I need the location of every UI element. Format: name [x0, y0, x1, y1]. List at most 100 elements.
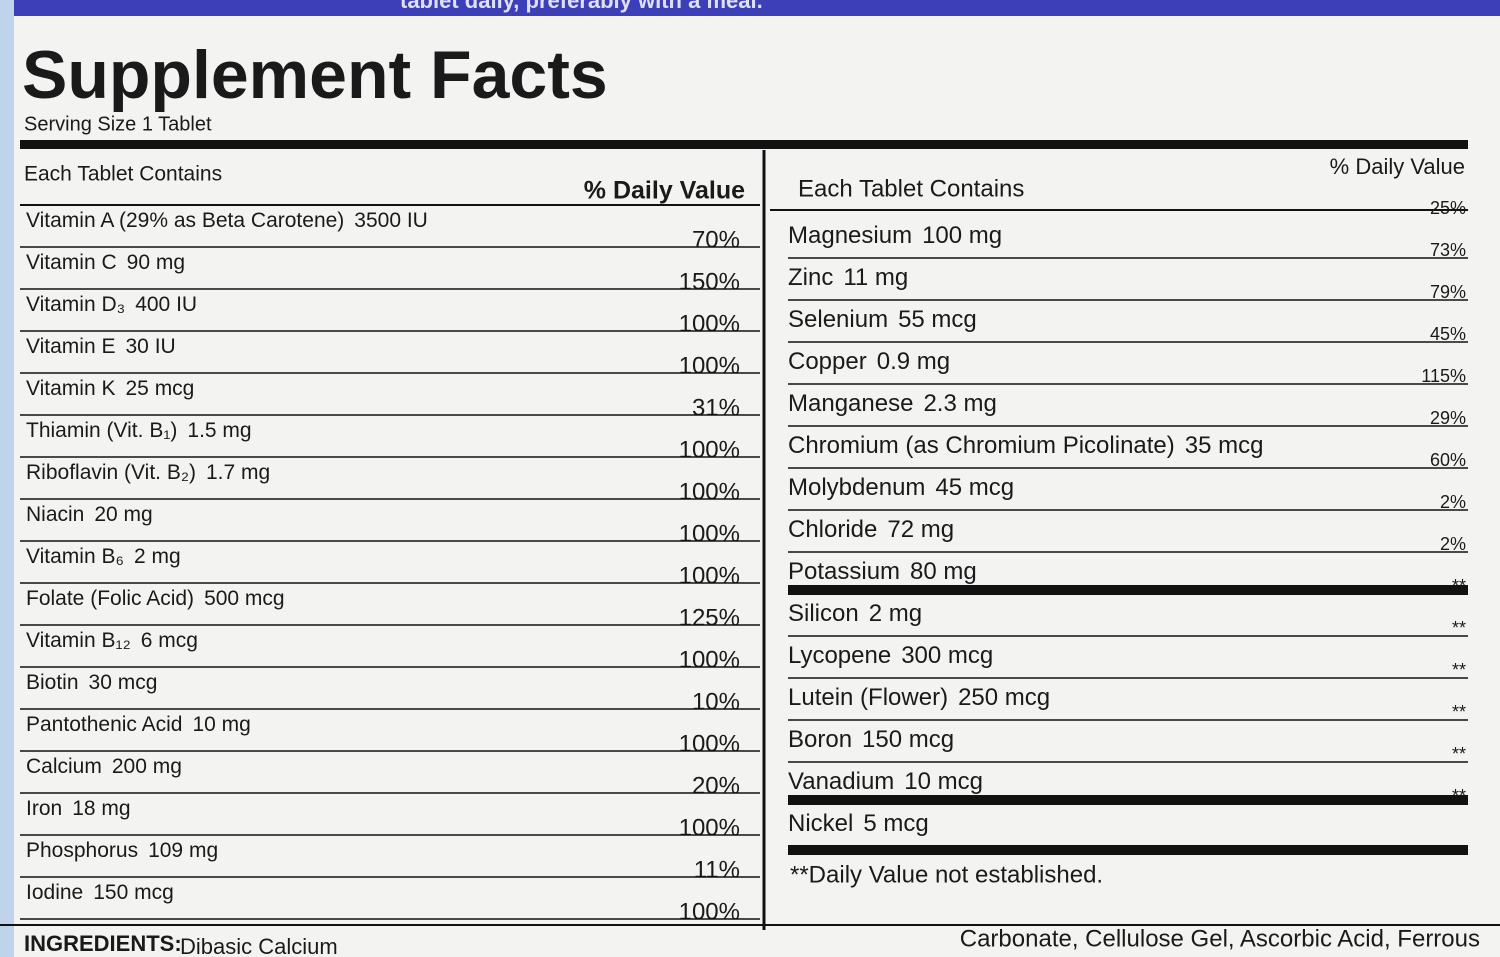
nutrient-name: Chloride [788, 516, 877, 543]
nutrient: Vitamin E 30 IU [26, 335, 176, 358]
thick-rule [788, 845, 1468, 855]
nutrient-name: Lutein (Flower) [788, 684, 948, 711]
nutrient: Lutein (Flower) 250 mcg [788, 684, 1050, 711]
nutrient-amount: 5 mcg [863, 810, 928, 837]
daily-value: 100% [679, 814, 740, 841]
nutrient-name: Copper [788, 348, 867, 375]
daily-value: 100% [679, 562, 740, 589]
nutrient: Chromium (as Chromium Picolinate) 35 mcg [788, 432, 1263, 459]
daily-value: ** [1452, 702, 1466, 722]
nutrient: Selenium 55 mcg [788, 306, 977, 333]
serving-size: Serving Size 1 Tablet [24, 113, 212, 135]
left-column-header: Each Tablet Contains [24, 163, 222, 186]
nutrient-amount: 20 mg [94, 503, 152, 526]
nutrient-name: Iodine [26, 881, 83, 904]
nutrient-name: Magnesium [788, 222, 912, 249]
daily-value: 31% [692, 394, 740, 421]
nutrient-amount: 72 mg [887, 516, 954, 543]
daily-value: 100% [679, 898, 740, 925]
nutrient-amount: 1.5 mg [187, 419, 251, 442]
nutrient-amount: 80 mg [910, 558, 977, 585]
nutrient-name: Boron [788, 726, 852, 753]
daily-value: ** [1452, 786, 1466, 806]
nutrient-amount: 90 mg [127, 251, 185, 274]
daily-value: 100% [679, 478, 740, 505]
directions: tablet daily, preferably with a meal. [400, 0, 763, 13]
nutrient: Biotin 30 mcg [26, 671, 157, 694]
nutrient-amount: 35 mcg [1185, 432, 1264, 459]
nutrient-amount: 0.9 mg [877, 348, 950, 375]
nutrient-amount: 18 mg [72, 797, 130, 820]
nutrient-name: Iron [26, 797, 62, 820]
nutrient-name: Vanadium [788, 768, 894, 795]
nutrient: Nickel 5 mcg [788, 810, 929, 837]
daily-value: 115% [1421, 366, 1466, 386]
nutrient-amount: 500 mcg [204, 587, 285, 610]
ingredients-fragment: Carbonate, Cellulose Gel, Ascorbic Acid,… [960, 925, 1480, 952]
nutrient: Magnesium 100 mg [788, 222, 1002, 249]
daily-value: ** [1452, 618, 1466, 638]
nutrient-amount: 6 mcg [141, 629, 198, 652]
nutrient-amount: 100 mg [922, 222, 1002, 249]
nutrient: Chloride 72 mg [788, 516, 954, 543]
nutrient-name: Vitamin B₆ [26, 545, 124, 568]
right-value-header: % Daily Value [1330, 154, 1465, 179]
thick-rule [20, 140, 1468, 149]
daily-value: 29% [1430, 408, 1466, 428]
nutrient: Silicon 2 mg [788, 600, 922, 627]
nutrient: Vitamin K 25 mcg [26, 377, 194, 400]
footnote: **Daily Value not established. [790, 861, 1103, 888]
nutrient-amount: 11 mg [843, 264, 908, 291]
nutrient-amount: 55 mcg [898, 306, 977, 333]
nutrient: Boron 150 mcg [788, 726, 954, 753]
daily-value: 79% [1430, 282, 1466, 302]
nutrient-name: Vitamin C [26, 251, 117, 274]
thick-rule [788, 795, 1468, 805]
nutrient: Phosphorus 109 mg [26, 839, 218, 862]
nutrient: Iron 18 mg [26, 797, 131, 820]
nutrient-name: Molybdenum [788, 474, 925, 501]
daily-value: 150% [679, 268, 740, 295]
nutrient-name: Potassium [788, 558, 900, 585]
nutrient-amount: 3500 IU [354, 209, 428, 232]
nutrient-amount: 30 mcg [89, 671, 158, 694]
nutrient-amount: 25 mcg [126, 377, 195, 400]
nutrient-name: Riboflavin (Vit. B₂) [26, 461, 196, 484]
nutrient: Copper 0.9 mg [788, 348, 950, 375]
nutrient-name: Manganese [788, 390, 913, 417]
daily-value: 100% [679, 436, 740, 463]
nutrient: Vanadium 10 mcg [788, 768, 983, 795]
daily-value: 70% [692, 226, 740, 253]
daily-value: 100% [679, 646, 740, 673]
nutrient: Vitamin C 90 mg [26, 251, 185, 274]
nutrient-amount: 10 mcg [904, 768, 983, 795]
nutrient: Thiamin (Vit. B₁) 1.5 mg [26, 419, 252, 442]
nutrient: Vitamin A (29% as Beta Carotene) 3500 IU [26, 209, 428, 232]
nutrient-amount: 300 mcg [901, 642, 993, 669]
ingredients-label: INGREDIENTS: [24, 931, 182, 956]
daily-value: ** [1452, 660, 1466, 680]
daily-value: ** [1452, 744, 1466, 764]
nutrient-name: Phosphorus [26, 839, 138, 862]
daily-value: 10% [692, 688, 740, 715]
daily-value: ** [1452, 576, 1466, 596]
nutrient-amount: 250 mcg [958, 684, 1050, 711]
nutrient-amount: 200 mg [112, 755, 182, 778]
nutrient-name: Vitamin D₃ [26, 293, 125, 316]
right-column-header: Each Tablet Contains [798, 175, 1024, 202]
thick-rule [788, 585, 1468, 595]
daily-value: 100% [679, 352, 740, 379]
nutrient-name: Zinc [788, 264, 833, 291]
nutrient: Calcium 200 mg [26, 755, 182, 778]
daily-value: 125% [679, 604, 740, 631]
nutrient-name: Silicon [788, 600, 859, 627]
daily-value: 100% [679, 310, 740, 337]
nutrient: Vitamin B₆ 2 mg [26, 545, 181, 568]
nutrient: Iodine 150 mcg [26, 881, 174, 904]
daily-value: 45% [1430, 324, 1466, 344]
nutrient: Molybdenum 45 mcg [788, 474, 1014, 501]
nutrient: Folate (Folic Acid) 500 mcg [26, 587, 285, 610]
daily-value: 11% [694, 856, 740, 883]
daily-value: 20% [692, 772, 740, 799]
